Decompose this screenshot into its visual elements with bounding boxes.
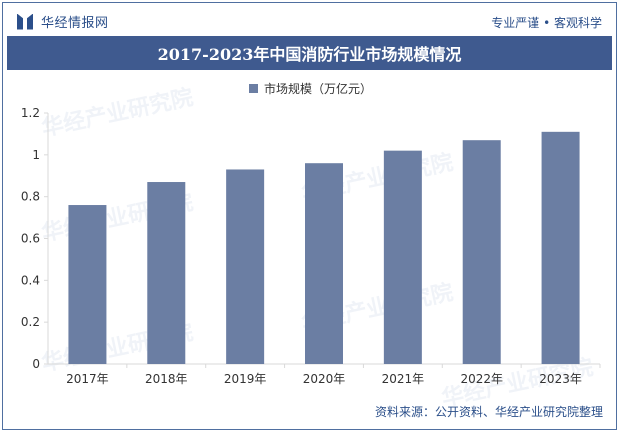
x-tick-label: 2022年: [460, 372, 503, 386]
y-tick-label: 0: [32, 357, 40, 371]
bar: [305, 163, 343, 364]
x-tick-label: 2023年: [539, 372, 582, 386]
title-bar: 2017-2023年中国消防行业市场规模情况: [7, 36, 612, 70]
bar: [68, 205, 107, 364]
x-tick-label: 2017年: [66, 372, 109, 386]
bar: [226, 169, 265, 364]
x-tick-label: 2019年: [224, 372, 267, 386]
legend-swatch: [248, 84, 258, 93]
logo-icon: [17, 13, 35, 30]
bar: [462, 140, 501, 364]
bar: [383, 150, 422, 364]
brand[interactable]: 华经情报网: [17, 12, 109, 31]
brand-name: 华经情报网: [41, 16, 109, 31]
y-tick-label: 1.2: [21, 106, 40, 120]
x-tick-label: 2018年: [145, 372, 188, 386]
y-tick-label: 0.2: [21, 315, 40, 329]
bar: [541, 131, 580, 364]
y-tick-label: 1: [32, 148, 40, 162]
chart-title: 2017-2023年中国消防行业市场规模情况: [157, 45, 462, 64]
source-note: 资料来源：公开资料、华经产业研究院整理: [374, 405, 603, 419]
bar: [147, 182, 186, 364]
y-tick-label: 0.6: [21, 232, 40, 246]
legend: 市场规模（万亿元）: [0, 80, 621, 97]
x-tick-label: 2020年: [303, 372, 346, 386]
legend-label: 市场规模（万亿元）: [263, 82, 372, 96]
x-tick-label: 2021年: [382, 372, 425, 386]
y-tick-label: 0.4: [21, 273, 40, 287]
slogan: 专业严谨 • 客观科学: [491, 16, 602, 30]
top-bar: 华经情报网 专业严谨 • 客观科学: [3, 3, 616, 39]
y-tick-label: 0.8: [21, 190, 40, 204]
